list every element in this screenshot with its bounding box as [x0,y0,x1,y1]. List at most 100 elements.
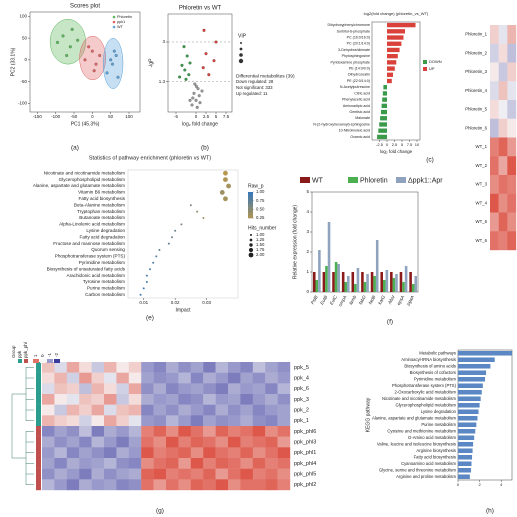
heatmap-cell [490,212,499,232]
size-legend-title: VIP [238,33,247,39]
legend-label: Phloretin [360,177,388,184]
y-tick-label: Tryptophan metabolism [77,209,125,214]
row-label: ppk_phl5 [294,471,316,477]
annotation: Differential metabolites (39) [236,73,295,79]
heatmap-cell [42,426,55,437]
heatmap-cell [141,372,154,384]
chart-title: Statistics of pathway enrichment (phlore… [89,155,211,161]
colorbar-tick-label: 1.00 [256,189,265,194]
heatmap-cell [190,468,204,480]
heatmap-cell [128,436,142,448]
bar [402,282,405,292]
heatmap-cell [79,458,92,469]
heatmap-cell [116,458,129,469]
heatmap-cell [178,383,191,395]
heatmap-cell [66,394,80,405]
y-tick-label: 0 [24,57,27,62]
panel-label: (e) [146,315,154,322]
colorbar-cell [248,205,253,208]
heatmap-cell [104,436,117,448]
y-tick-label: 1.3 [159,79,166,84]
size-legend-swatch [249,243,253,247]
heatmap-cell [166,436,179,448]
colorbar-cell [248,207,253,211]
bar [385,270,389,292]
heatmap-cell [498,118,508,138]
heatmap-cell [79,468,92,480]
heatmap-cell [240,394,253,405]
bar [370,272,374,292]
point [70,27,74,31]
heatmap-cell [277,447,291,459]
heatmap-cell [240,372,253,384]
plot-background [30,12,140,112]
y-tick-label: Dihydroxyphenylchromone [327,23,370,27]
heatmap-cell [166,372,179,384]
point [182,45,186,49]
bar [381,103,387,109]
row-label: ppk_1 [294,418,309,424]
heatmap-cell [265,394,278,405]
heatmap-cell [153,468,167,480]
x-tick-label: 0 [386,142,389,147]
y-axis-label: Relative expression (fold change) [292,205,298,280]
size-legend-label: 1.50 [256,242,265,247]
heatmap-cell [252,447,266,459]
x-tick-label: PslB [310,295,319,306]
heatmap-cell [116,362,129,373]
y-tick-label: Phytosphingosine [342,54,370,58]
legend-label: Phloretin [117,15,132,19]
heatmap-cell [228,479,241,491]
heatmap-cell [190,362,204,373]
heatmap-cell [498,81,508,101]
bar [379,122,387,127]
point [195,105,199,109]
y-axis-label: KEGG pathway [365,397,371,432]
heatmap-cell [104,479,117,491]
x-tick-label: AbsI [386,294,396,306]
y-tick-label: Alpha-Linolenic acid metabolism [59,222,125,227]
row-label: WT_3 [476,182,488,187]
heatmap-cell [277,436,291,448]
row-label: ppk_phl3 [294,439,316,445]
point [200,89,204,93]
y-tick-label: Phenylacetic acid [342,98,370,102]
heatmap-cell [104,372,117,384]
heatmap-cell [228,436,241,448]
x-tick-label: 5 [401,142,404,147]
heatmap-cell [498,137,508,157]
dot [167,242,170,245]
y-tick-label: Cysteine and methionine metabolism [387,428,456,433]
heatmap-cell [498,193,508,213]
heatmap-cell [66,436,80,448]
heatmap-cell [490,156,499,176]
x-tick-label: 5 [215,114,218,119]
point [190,103,194,107]
legend-swatch [18,359,22,363]
heatmap-cell [178,404,191,416]
y-tick-label: Citric acid [354,91,370,95]
point [92,69,96,73]
size-legend-swatch [248,247,254,253]
point [187,73,191,77]
heatmap-cell [91,394,105,405]
bar [377,134,387,140]
heatmap-cell [91,479,105,491]
group-cell [36,415,41,427]
dot [223,177,228,183]
bar [458,350,512,356]
y-tick-label: PC (20:1/14:0) [347,42,370,46]
heatmap-cell [42,415,55,427]
heatmap-cell [66,447,80,459]
heatmap-cell [104,468,117,480]
heatmap-cell [265,436,278,448]
bar [363,282,367,292]
bar [387,22,416,28]
y-tick-label: Alanine, aspartate and glutamate metabol… [372,415,457,420]
y-tick-label: -100 [18,100,28,105]
bar [382,91,387,96]
legend-swatch [396,177,406,183]
row-label: ppk_phl4 [294,461,316,467]
heatmap-cell [141,468,154,480]
